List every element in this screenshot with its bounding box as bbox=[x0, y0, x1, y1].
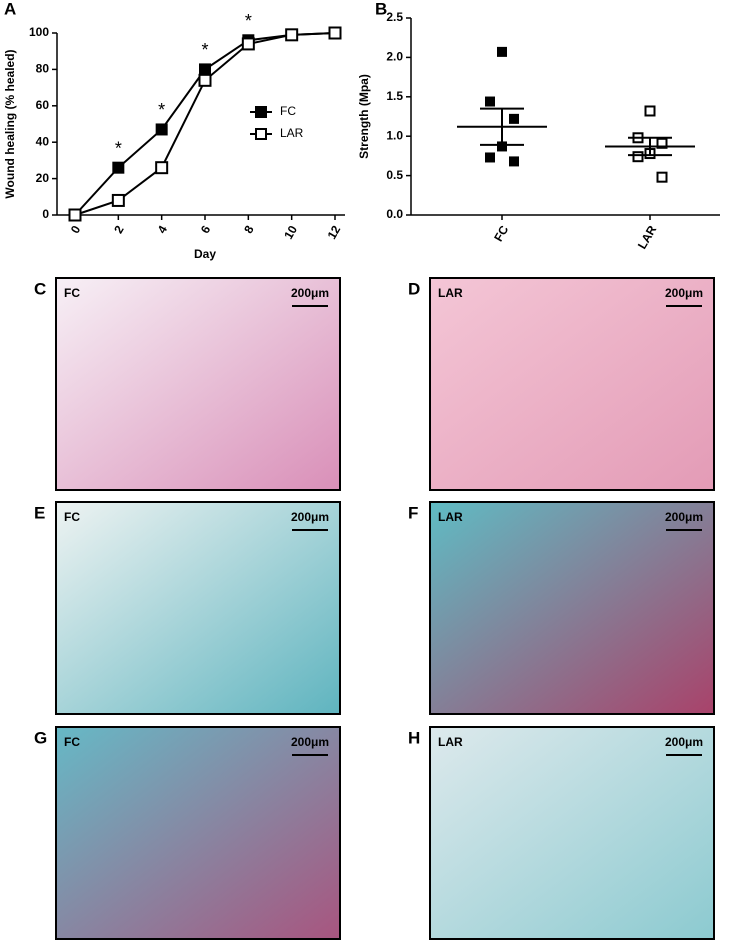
point bbox=[656, 137, 668, 149]
sample-label: FC bbox=[64, 286, 80, 300]
error-bar bbox=[480, 107, 524, 146]
micrograph bbox=[55, 277, 341, 491]
micrograph bbox=[429, 277, 715, 491]
x-tick-label: 4 bbox=[155, 223, 171, 236]
y-tick-label: 2.5 bbox=[386, 10, 403, 24]
y-tick-label: 0.5 bbox=[386, 168, 403, 182]
point bbox=[656, 171, 668, 183]
point bbox=[111, 193, 125, 207]
point bbox=[509, 156, 519, 167]
x-tick-label: 6 bbox=[198, 223, 214, 236]
point bbox=[644, 105, 656, 117]
sample-label: LAR bbox=[438, 735, 463, 749]
significance-mark: * bbox=[115, 138, 122, 158]
legend-label: LAR bbox=[280, 126, 304, 140]
point bbox=[112, 161, 125, 174]
y-tick-label: 80 bbox=[36, 62, 50, 76]
significance-mark: * bbox=[201, 40, 208, 60]
panel-letter: C bbox=[34, 279, 46, 298]
sample-label: FC bbox=[64, 510, 80, 524]
sample-label: LAR bbox=[438, 286, 463, 300]
y-axis-label: Strength (Mpa) bbox=[357, 74, 371, 159]
panel-letter: G bbox=[34, 728, 47, 747]
x-tick-label: 0 bbox=[68, 223, 84, 236]
panel-letter: F bbox=[408, 503, 418, 522]
y-tick-label: 0.0 bbox=[386, 207, 403, 221]
point bbox=[497, 46, 507, 57]
y-tick-label: 2.0 bbox=[386, 50, 403, 64]
error-bar bbox=[628, 136, 672, 157]
point bbox=[199, 63, 211, 76]
scale-bar-label: 200μm bbox=[291, 510, 329, 524]
y-tick-label: 60 bbox=[36, 98, 50, 112]
series-line bbox=[74, 32, 336, 216]
point bbox=[632, 151, 644, 163]
x-tick-label: 8 bbox=[241, 223, 257, 236]
sample-label: FC bbox=[64, 735, 80, 749]
series-line bbox=[74, 32, 336, 216]
scale-bar-label: 200μm bbox=[665, 510, 703, 524]
x-tick-label: 10 bbox=[281, 223, 300, 242]
point bbox=[509, 113, 519, 124]
y-tick-label: 1.0 bbox=[386, 128, 403, 142]
point bbox=[485, 96, 495, 107]
micrograph bbox=[55, 726, 341, 940]
micrograph bbox=[429, 726, 715, 940]
y-axis-label: Wound healing (% healed) bbox=[3, 49, 17, 198]
point bbox=[485, 152, 495, 163]
y-tick-label: 0 bbox=[42, 207, 49, 221]
x-axis-label: Day bbox=[194, 247, 216, 261]
scale-bar-label: 200μm bbox=[291, 286, 329, 300]
x-tick-label: 2 bbox=[111, 223, 127, 236]
x-tick-label: LAR bbox=[635, 223, 660, 252]
scale-bar-label: 200μm bbox=[665, 735, 703, 749]
panel-letter: A bbox=[4, 0, 16, 18]
y-tick-label: 100 bbox=[29, 25, 49, 39]
legend-label: FC bbox=[280, 104, 296, 118]
y-tick-label: 1.5 bbox=[386, 89, 403, 103]
micrograph bbox=[55, 501, 341, 715]
point bbox=[68, 208, 82, 222]
sample-label: LAR bbox=[438, 510, 463, 524]
point bbox=[155, 123, 168, 136]
point bbox=[285, 28, 299, 42]
panel-letter: B bbox=[375, 0, 387, 18]
x-tick-label: FC bbox=[491, 223, 511, 244]
scale-bar-label: 200μm bbox=[291, 735, 329, 749]
point bbox=[155, 161, 169, 175]
scale-bar-label: 200μm bbox=[665, 286, 703, 300]
panel-letter: E bbox=[34, 503, 45, 522]
y-tick-label: 40 bbox=[36, 134, 50, 148]
point bbox=[328, 26, 342, 40]
micrograph bbox=[429, 501, 715, 715]
legend-marker bbox=[255, 106, 267, 118]
point bbox=[241, 37, 255, 51]
panel-letter: H bbox=[408, 728, 420, 747]
significance-mark: * bbox=[245, 11, 252, 31]
legend-marker bbox=[255, 128, 267, 140]
panel-letter: D bbox=[408, 279, 420, 298]
significance-mark: * bbox=[158, 100, 165, 120]
point bbox=[198, 73, 212, 87]
x-tick-label: 12 bbox=[325, 223, 344, 242]
y-tick-label: 20 bbox=[36, 171, 50, 185]
